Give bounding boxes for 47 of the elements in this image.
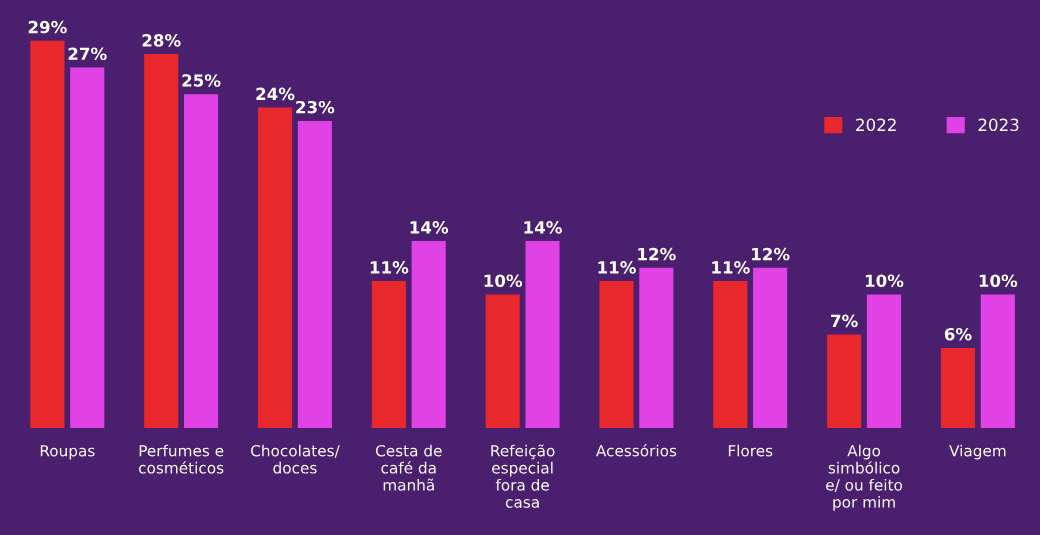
bar bbox=[713, 281, 748, 428]
legend-label: 2022 bbox=[856, 118, 896, 132]
bar bbox=[599, 281, 634, 428]
data-label: 11% bbox=[712, 261, 750, 274]
data-label: 24% bbox=[256, 87, 295, 101]
x-tick-label: Roupas bbox=[40, 445, 95, 460]
x-tick-label: Refeição especial fora de casa bbox=[491, 444, 555, 508]
bar bbox=[297, 120, 332, 428]
data-label: 28% bbox=[142, 34, 181, 47]
bar bbox=[144, 54, 179, 428]
data-label: 6% bbox=[944, 327, 972, 341]
data-label: 10% bbox=[484, 274, 523, 288]
data-label: 11% bbox=[370, 261, 409, 274]
x-tick-label: Acessórios bbox=[596, 444, 677, 457]
data-label: 14% bbox=[524, 221, 562, 234]
legend-label: 2023 bbox=[978, 118, 1019, 132]
x-tick-label: Algo simbólico e/ ou feito por mim bbox=[826, 444, 903, 511]
data-label: 11% bbox=[598, 261, 636, 274]
bar bbox=[485, 294, 520, 428]
x-tick-label: Perfumes e cosméticos bbox=[139, 444, 224, 474]
data-label: 12% bbox=[638, 247, 676, 261]
x-tick-label: Flores bbox=[728, 444, 773, 457]
x-tick-label: Cesta de café da manhã bbox=[375, 444, 442, 491]
bar bbox=[30, 40, 65, 428]
data-label: 14% bbox=[410, 221, 449, 234]
bar bbox=[371, 281, 406, 428]
bar bbox=[866, 294, 902, 428]
data-label: 10% bbox=[979, 274, 1018, 288]
data-label: 27% bbox=[68, 47, 107, 61]
bar bbox=[753, 267, 788, 428]
x-tick-label: Chocolates/ doces bbox=[251, 444, 340, 474]
bar bbox=[940, 347, 976, 428]
bar bbox=[980, 294, 1015, 428]
bar bbox=[827, 334, 862, 428]
data-label: 25% bbox=[182, 74, 221, 87]
data-label: 7% bbox=[831, 314, 858, 328]
bar bbox=[70, 67, 105, 428]
data-label: 10% bbox=[865, 274, 904, 288]
bar bbox=[525, 241, 560, 428]
bar bbox=[411, 241, 446, 428]
data-label: 23% bbox=[296, 100, 335, 114]
data-label: 12% bbox=[752, 247, 790, 261]
data-label: 29% bbox=[28, 20, 67, 34]
bar bbox=[257, 107, 293, 428]
bar bbox=[183, 94, 219, 428]
x-tick-label: Viagem bbox=[949, 444, 1006, 460]
bar bbox=[639, 267, 674, 428]
